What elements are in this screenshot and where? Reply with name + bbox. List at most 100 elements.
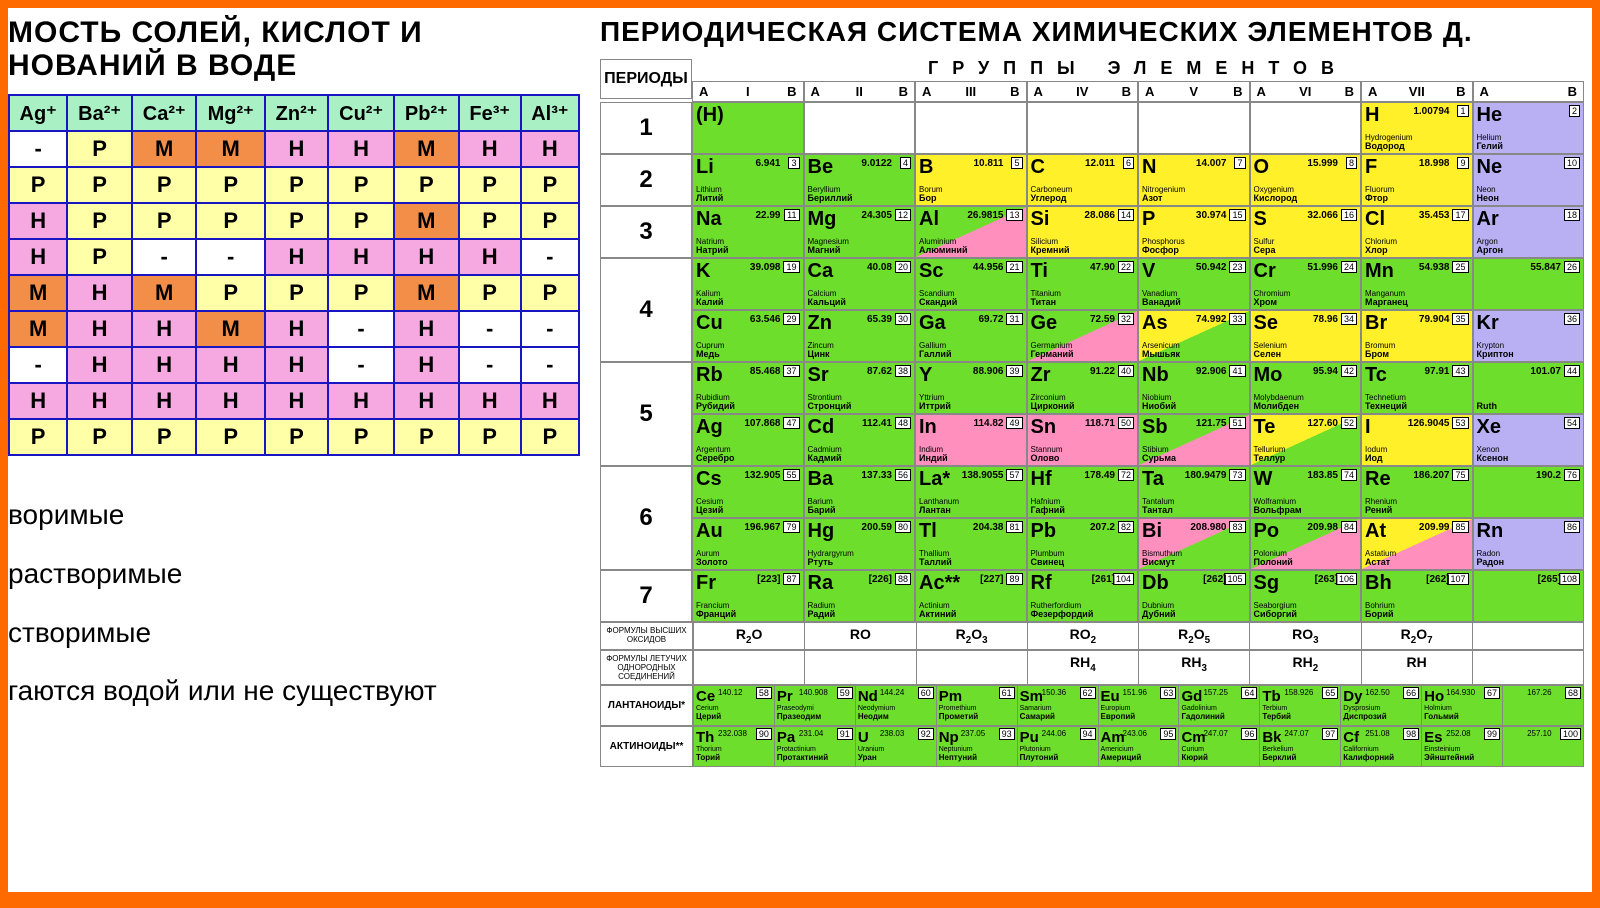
solubility-cell: М	[9, 275, 67, 311]
solubility-cell: Н	[394, 239, 459, 275]
solubility-cell: Р	[521, 167, 579, 203]
formula-label: ФОРМУЛЫ ЛЕТУЧИХ ОДНОРОДНЫХ СОЕДИНЕНИЙ	[601, 651, 693, 684]
solubility-cell: -	[521, 311, 579, 347]
atomic-number: 18	[1564, 209, 1580, 221]
atomic-number: 93	[999, 728, 1015, 740]
atomic-number: 107	[1447, 573, 1468, 585]
atomic-mass: 132.905	[744, 470, 780, 481]
element-cell: Hf72178.49HafniumГафний	[1027, 466, 1139, 518]
atomic-mass: [226]	[869, 574, 892, 585]
russian-name: Плутоний	[1020, 753, 1096, 762]
atomic-mass: 26.9815	[967, 210, 1003, 221]
formula-label: ФОРМУЛЫ ВЫСШИХ ОКСИДОВ	[601, 623, 693, 649]
element-cell: Zn3065.39ZincumЦинк	[804, 310, 916, 362]
solubility-cell: Р	[9, 419, 67, 455]
solubility-cell: Р	[67, 167, 132, 203]
atomic-mass: 167.26	[1527, 688, 1551, 697]
series-label: ЛАНТАНОИДЫ*	[601, 686, 693, 725]
atomic-mass: 24.305	[861, 210, 892, 221]
solubility-panel: МОСТЬ СОЛЕЙ, КИСЛОТ И НОВАНИЙ В ВОДЕ Ag⁺…	[8, 8, 588, 892]
solubility-cell: Р	[265, 275, 328, 311]
element-cell: Rf104[261]RutherfordiumФезерфордий	[1027, 570, 1139, 622]
atomic-mass: 121.75	[1196, 418, 1227, 429]
solubility-cell: Н	[196, 383, 264, 419]
periods-header: ПЕРИОДЫ	[600, 59, 692, 99]
russian-name: Свинец	[1031, 558, 1135, 567]
russian-name: Рубидий	[696, 402, 800, 411]
atomic-mass: 95.94	[1313, 366, 1338, 377]
russian-name: Хлор	[1365, 246, 1469, 255]
atomic-number: 86	[1564, 521, 1580, 533]
series-element: 61PmPromethiumПрометий	[936, 686, 1017, 725]
atomic-number: 17	[1452, 209, 1468, 221]
atomic-mass: 251.08	[1365, 729, 1389, 738]
russian-name: Гадолиний	[1181, 712, 1257, 721]
solubility-cell: Р	[132, 419, 197, 455]
group-col: AIVB	[1027, 81, 1139, 102]
element-cell: Ga3169.72GalliumГаллий	[915, 310, 1027, 362]
atomic-number: 66	[1403, 687, 1419, 699]
latin-name: Gadolinium	[1181, 705, 1257, 712]
latin-name: Neodymium	[858, 705, 934, 712]
atomic-number: 50	[1118, 417, 1134, 429]
series-row: ЛАНТАНОИДЫ*58Ce140.12CeriumЦерий59Pr140.…	[600, 685, 1584, 726]
element-cell: W74183.85WolframiumВольфрам	[1250, 466, 1362, 518]
formula-cell: RH4	[1027, 651, 1138, 684]
atomic-mass: 127.60	[1307, 418, 1338, 429]
atomic-number: 100	[1560, 728, 1581, 740]
russian-name: Фезерфордий	[1031, 610, 1135, 619]
atomic-number: 59	[837, 687, 853, 699]
atomic-number: 20	[895, 261, 911, 273]
group-col: AVIB	[1250, 81, 1362, 102]
atomic-mass: 164.930	[1446, 688, 1475, 697]
solubility-table: Ag⁺Ba²⁺Ca²⁺Mg²⁺Zn²⁺Cu²⁺Pb²⁺Fe³⁺Al³⁺-РММН…	[8, 94, 580, 456]
element-cell: Br3579.904BromumБром	[1361, 310, 1473, 362]
formula-cell	[1472, 651, 1583, 684]
russian-name: Фтор	[1365, 194, 1469, 203]
atomic-mass: 114.82	[973, 418, 1003, 429]
table-row: -РММННМНН	[9, 131, 579, 167]
element-cell: Ra88[226]RadiumРадий	[804, 570, 916, 622]
solubility-cell: Р	[521, 275, 579, 311]
atomic-mass: 200.59	[861, 522, 892, 533]
russian-name: Ксенон	[1477, 454, 1581, 463]
atomic-number: 11	[784, 209, 799, 221]
atomic-mass: 22.99	[755, 210, 780, 221]
atomic-mass: 10.811	[973, 158, 1003, 169]
element-cell: O815.999OxygeniumКислород	[1250, 154, 1362, 206]
series-element: 67Ho164.930HolmiumГольмий	[1421, 686, 1502, 725]
element-cell: Si1428.086SiliciumКремний	[1027, 206, 1139, 258]
atomic-number: 47	[783, 417, 799, 429]
solubility-cell: Р	[328, 419, 394, 455]
element-cell: Mo4295.94MolybdaenumМолибден	[1250, 362, 1362, 414]
atomic-number: 13	[1006, 209, 1022, 221]
formula-row: ФОРМУЛЫ ВЫСШИХ ОКСИДОВR2OROR2O3RO2R2O5RO…	[600, 622, 1584, 650]
element-cell: K1939.098KaliumКалий	[692, 258, 804, 310]
element-symbol: C	[1031, 157, 1135, 177]
russian-name: Углерод	[1031, 194, 1135, 203]
atomic-mass: 257.10	[1527, 729, 1551, 738]
atomic-mass: 178.49	[1084, 470, 1115, 481]
russian-name: Натрий	[696, 246, 800, 255]
element-cell: Po84209.98PoloniumПолоний	[1250, 518, 1362, 570]
latin-name: Berkelium	[1262, 746, 1338, 753]
atomic-mass: 69.72	[978, 314, 1003, 325]
formula-rows: ФОРМУЛЫ ВЫСШИХ ОКСИДОВR2OROR2O3RO2R2O5RO…	[600, 622, 1584, 685]
element-cell: Mg1224.305MagnesiumМагний	[804, 206, 916, 258]
cation-header: Al³⁺	[521, 95, 579, 131]
russian-name: Европий	[1101, 712, 1177, 721]
element-cell: 2655.847	[1473, 258, 1585, 310]
atomic-number: 21	[1006, 261, 1022, 273]
solubility-cell: Р	[459, 203, 521, 239]
atomic-mass: 35.453	[1419, 210, 1450, 221]
element-row: K1939.098KaliumКалийCa2040.08CalciumКаль…	[692, 258, 1584, 310]
atomic-number: 95	[1160, 728, 1176, 740]
element-cell: Cs55132.905CesiumЦезий	[692, 466, 804, 518]
solubility-cell: М	[196, 311, 264, 347]
atomic-mass: 51.996	[1307, 262, 1338, 273]
russian-name: Лантан	[919, 506, 1023, 515]
cation-header: Zn²⁺	[265, 95, 328, 131]
russian-name: Прометий	[939, 712, 1015, 721]
atomic-mass: 6.941	[755, 158, 780, 169]
element-symbol: He	[1477, 105, 1581, 125]
